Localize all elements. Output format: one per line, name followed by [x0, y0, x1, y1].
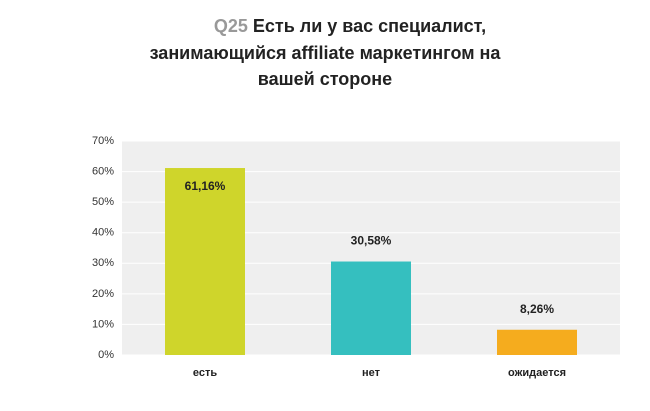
bar — [331, 261, 411, 355]
y-tick-label: 70% — [92, 135, 114, 147]
title-prefix: Q25 — [214, 16, 248, 36]
title-line: занимающийся affiliate маркетингом на — [150, 43, 502, 63]
bar — [497, 329, 577, 355]
y-tick-label: 30% — [92, 257, 114, 269]
y-tick-label: 20% — [92, 288, 114, 300]
value-label: 61,16% — [185, 179, 226, 193]
y-tick-label: 40% — [92, 227, 114, 239]
bar — [165, 168, 245, 355]
y-tick-label: 60% — [92, 165, 114, 177]
x-tick-label: нет — [362, 367, 381, 379]
value-label: 8,26% — [520, 302, 554, 316]
y-tick-label: 50% — [92, 196, 114, 208]
x-tick-label: есть — [193, 367, 217, 379]
value-label: 30,58% — [351, 234, 392, 248]
title-line: вашей стороне — [258, 69, 392, 89]
chart-title: Q25 Есть ли у вас специалист, — [214, 16, 486, 36]
x-tick-label: ожидается — [508, 367, 566, 379]
y-tick-label: 10% — [92, 318, 114, 330]
title-line: Есть ли у вас специалист, — [253, 16, 486, 36]
y-tick-label: 0% — [98, 349, 114, 361]
